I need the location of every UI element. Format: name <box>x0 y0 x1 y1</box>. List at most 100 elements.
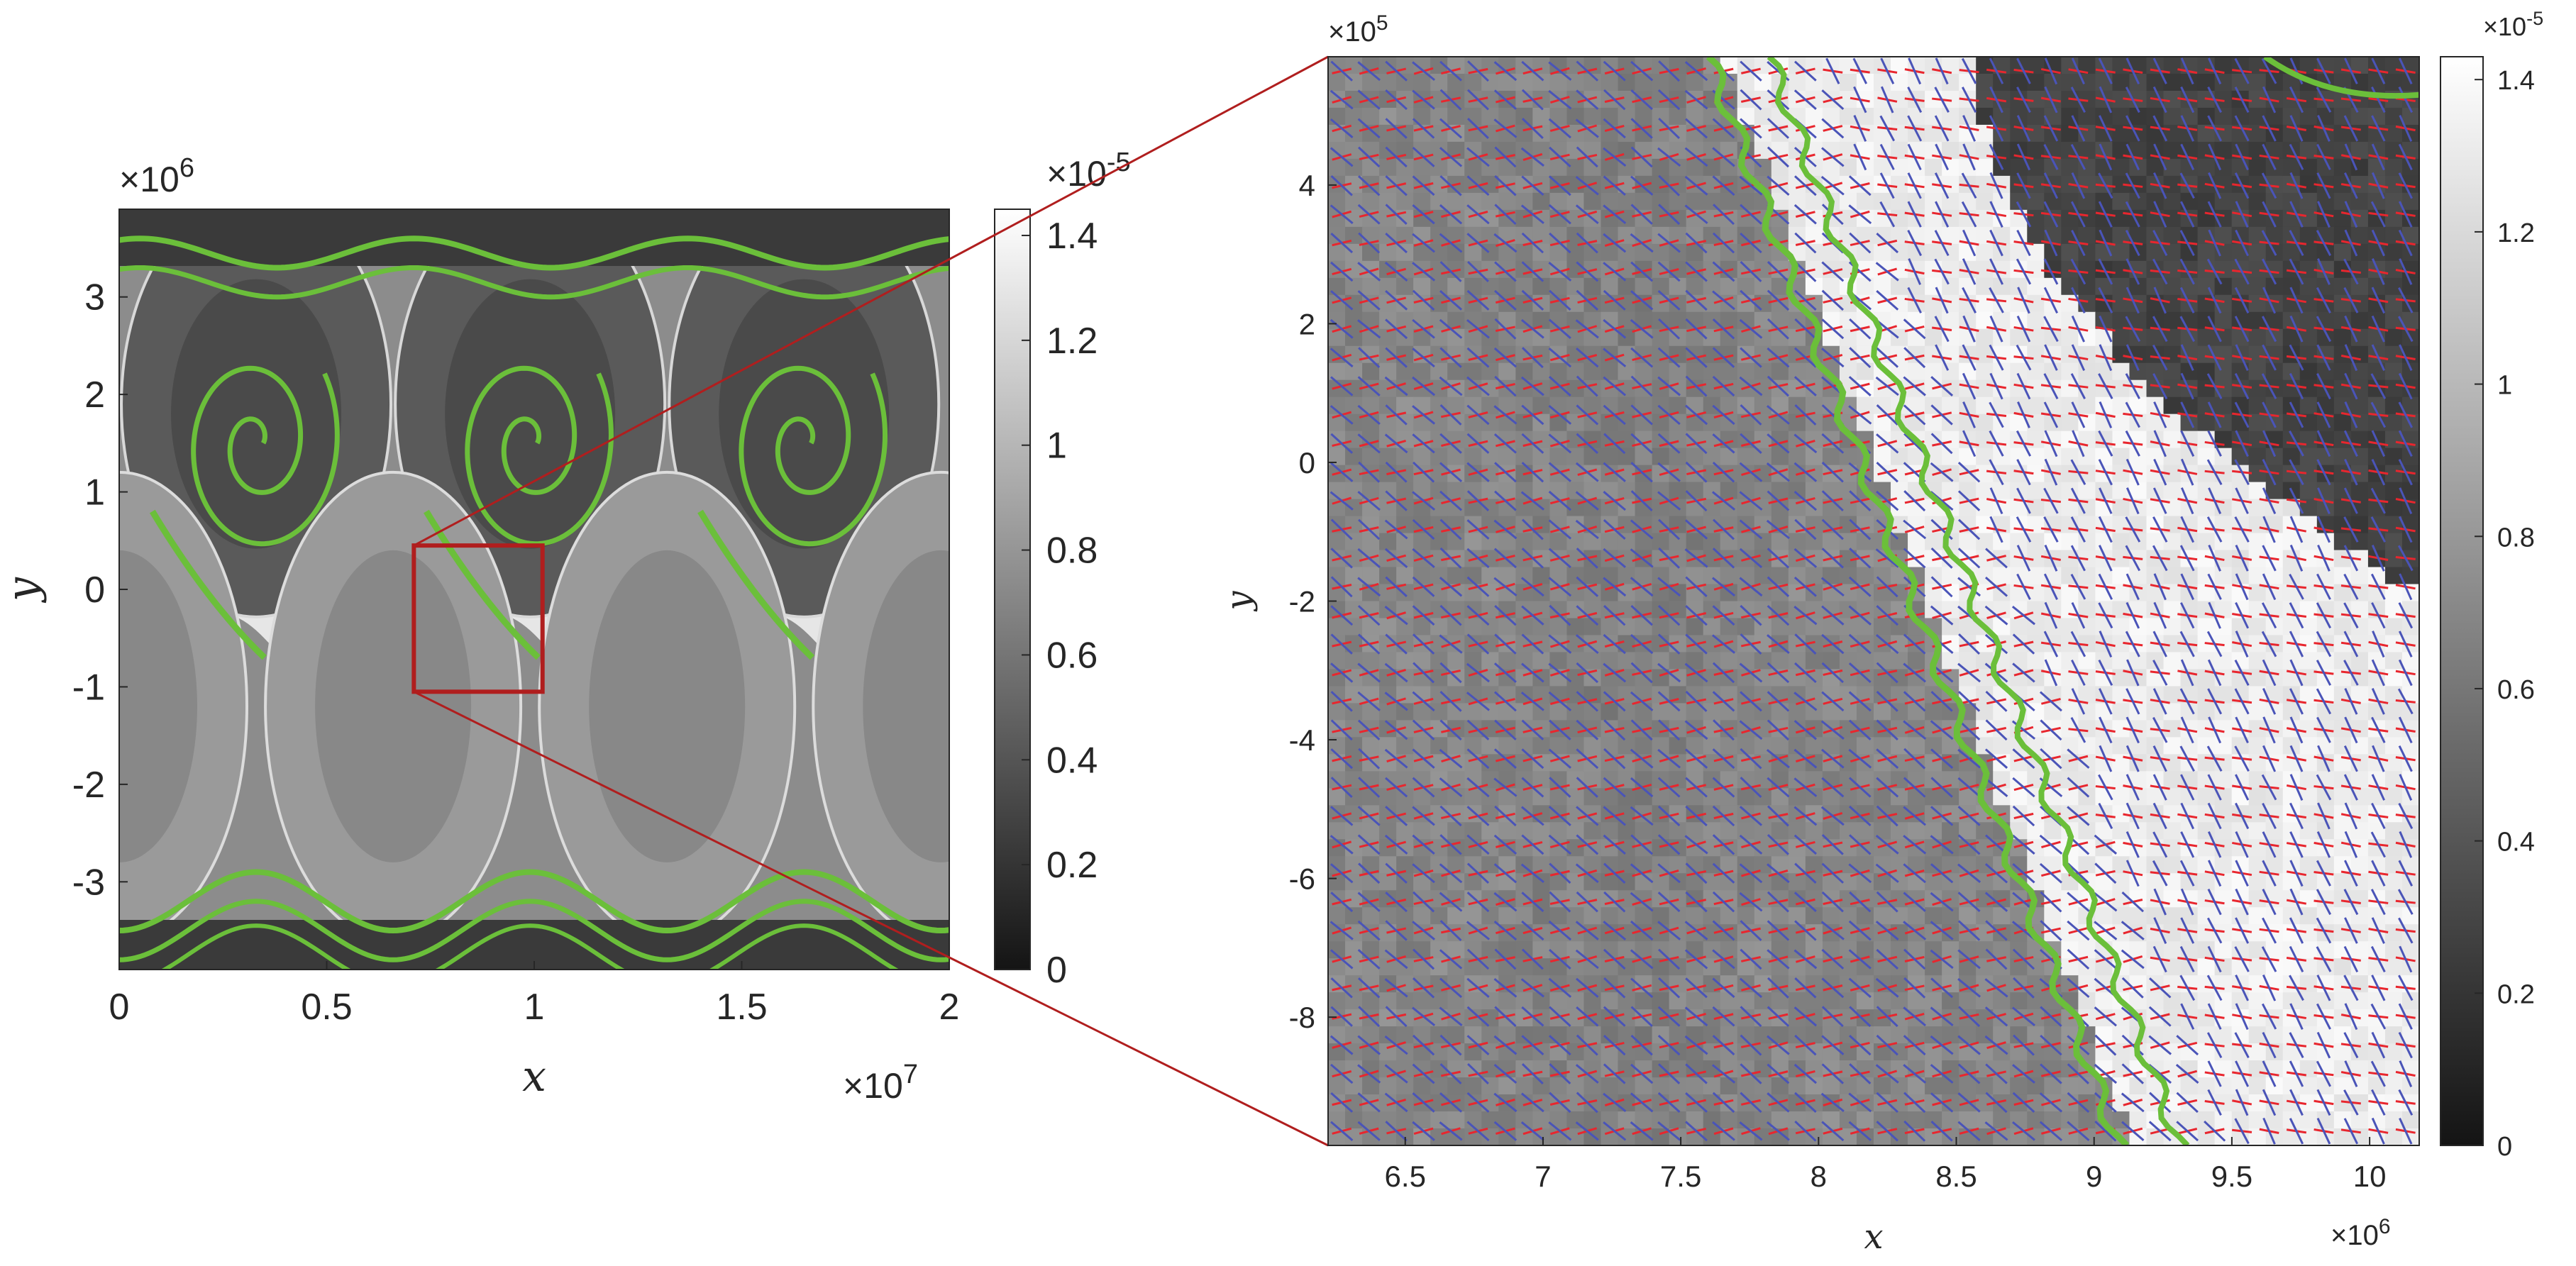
field-cell <box>1874 226 1891 245</box>
field-cell <box>1737 992 1755 1010</box>
field-cell <box>1669 73 1687 91</box>
field-cell <box>1549 907 1568 925</box>
field-cell <box>1993 737 2011 755</box>
field-cell <box>1515 107 1533 126</box>
field-cell <box>1635 1111 1653 1129</box>
field-cell <box>2231 73 2250 91</box>
field-cell <box>1976 482 1994 500</box>
field-cell <box>1447 1026 1465 1044</box>
field-cell <box>2350 226 2369 245</box>
colorbar-tick-label: 1.2 <box>1046 321 1098 362</box>
field-cell <box>1788 652 1806 670</box>
field-cell <box>2350 771 2369 789</box>
field-cell <box>1635 618 1653 636</box>
field-cell <box>2214 822 2233 840</box>
field-cell <box>1498 907 1516 925</box>
field-cell <box>1874 209 1891 228</box>
field-cell <box>1669 277 1687 296</box>
field-cell <box>1942 618 1959 636</box>
field-cell <box>1874 822 1891 840</box>
field-cell <box>2163 992 2182 1010</box>
field-cell <box>1839 686 1857 704</box>
field-cell <box>1703 618 1721 636</box>
field-cell <box>1430 992 1448 1010</box>
field-cell <box>1942 567 1959 585</box>
field-cell <box>1430 1128 1448 1145</box>
field-cell <box>1464 703 1482 721</box>
field-cell <box>1498 192 1516 211</box>
field-cell <box>1515 703 1533 721</box>
field-cell <box>2027 294 2045 313</box>
field-cell <box>1601 890 1619 908</box>
field-cell <box>1737 107 1755 126</box>
field-cell <box>1464 839 1482 857</box>
field-cell <box>1771 703 1789 721</box>
field-cell <box>1498 788 1516 806</box>
field-cell <box>2265 907 2284 925</box>
field-cell <box>1652 1026 1670 1044</box>
field-cell <box>1703 175 1721 194</box>
field-cell <box>1720 277 1738 296</box>
field-cell <box>2197 873 2216 891</box>
field-cell <box>2265 396 2284 415</box>
field-cell <box>1396 192 1414 211</box>
field-cell <box>1464 345 1482 364</box>
field-cell <box>1720 975 1738 993</box>
field-cell <box>2112 209 2130 228</box>
field-cell <box>2163 890 2182 908</box>
field-cell <box>2333 448 2352 466</box>
lower-vortex-core <box>863 550 949 862</box>
field-cell <box>2163 924 2182 942</box>
field-cell <box>1464 277 1482 296</box>
field-cell <box>1737 907 1755 925</box>
field-cell <box>1532 482 1551 500</box>
field-cell <box>1788 703 1806 721</box>
overview-vortices <box>119 209 949 970</box>
field-cell <box>1618 652 1636 670</box>
field-cell <box>1737 618 1755 636</box>
field-cell <box>1362 243 1380 262</box>
field-cell <box>2299 448 2318 466</box>
field-cell <box>2163 277 2182 296</box>
field-cell <box>1754 448 1772 466</box>
field-cell <box>1379 362 1397 381</box>
field-cell <box>1447 465 1465 483</box>
field-cell <box>1566 584 1585 602</box>
field-cell <box>2197 73 2216 91</box>
field-cell <box>1686 941 1704 959</box>
field-cell <box>2112 362 2130 381</box>
field-cell <box>2214 107 2233 126</box>
field-cell <box>2129 890 2147 908</box>
field-cell <box>1703 737 1721 755</box>
field-cell <box>2197 1077 2216 1095</box>
field-cell <box>1737 243 1755 262</box>
field-cell <box>1430 703 1448 721</box>
field-cell <box>1737 1077 1755 1095</box>
field-cell <box>1635 788 1653 806</box>
y-tick-label: -2 <box>72 765 105 806</box>
field-cell <box>2367 533 2386 551</box>
field-cell <box>1464 533 1482 551</box>
field-cell <box>1413 396 1431 415</box>
field-cell <box>2367 448 2386 466</box>
field-cell <box>1856 958 1874 976</box>
spiral-contour <box>739 365 888 547</box>
field-cell <box>1976 413 1994 432</box>
field-cell <box>1737 345 1755 364</box>
field-cell <box>2214 311 2233 330</box>
field-cell <box>1959 992 1977 1010</box>
field-cell <box>1464 856 1482 874</box>
field-cell <box>1669 550 1687 568</box>
field-cell <box>1464 652 1482 670</box>
field-cell <box>2214 907 2233 925</box>
field-cell <box>2010 158 2028 177</box>
field-cell <box>1583 822 1602 840</box>
field-cell <box>1464 941 1482 959</box>
field-cell <box>1754 1111 1772 1129</box>
field-cell <box>1976 1077 1994 1095</box>
field-cell <box>1328 822 1346 840</box>
field-cell <box>2129 873 2147 891</box>
field-cell <box>2078 396 2096 415</box>
